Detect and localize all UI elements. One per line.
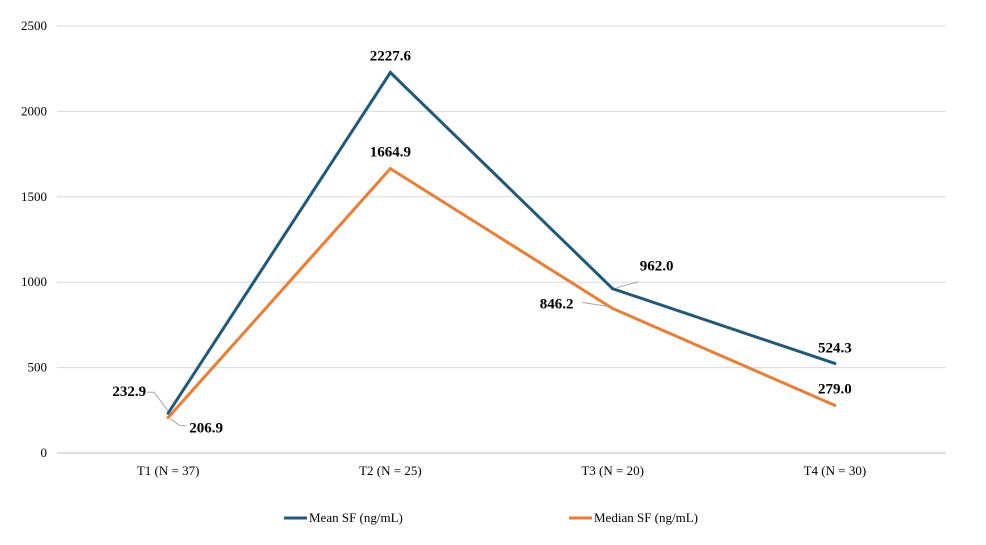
mean-data-label: 524.3 [818,340,852,356]
mean-data-label: 2227.6 [370,49,412,65]
x-axis-ticks: T1 (N = 37) T2 (N = 25) T3 (N = 20) T4 (N =… [137,463,866,478]
y-tick-label: 2000 [21,103,47,118]
median-data-label: 279.0 [818,381,852,397]
x-tick-label: T2 (N = 25) [359,463,422,478]
y-axis-ticks: 0 500 1000 1500 2000 2500 [21,18,47,460]
legend: Mean SF (ng/mL) Median SF (ng/mL) [284,510,698,525]
mean-data-point [833,361,837,365]
median-data-point [611,306,615,310]
y-tick-label: 500 [28,360,48,375]
label-leader-line [582,301,609,307]
label-leader-line [169,418,187,427]
mean-data-label: 962.0 [640,259,674,275]
grid-lines [57,25,946,454]
mean-data-label: 232.9 [112,384,146,400]
median-data-label: 846.2 [540,296,574,312]
median-data-point [388,167,392,171]
mean-data-point [388,71,392,75]
y-tick-label: 0 [41,445,48,460]
mean-data-point [166,411,170,415]
x-tick-label: T3 (N = 20) [581,463,644,478]
mean-data-point [611,287,615,291]
median-legend-label: Median SF (ng/mL) [594,510,698,525]
median-data-point [166,416,170,420]
median-sf-line [167,166,836,419]
mean-legend-label: Mean SF (ng/mL) [309,510,403,525]
median-data-label: 206.9 [189,421,223,437]
label-leader-line [147,391,169,412]
median-data-label: 1664.9 [370,145,411,161]
x-tick-label: T4 (N = 30) [804,463,867,478]
y-tick-label: 1000 [21,274,47,289]
median-data-point [833,403,837,407]
y-tick-label: 2500 [21,18,47,33]
x-tick-label: T1 (N = 37) [137,463,200,478]
mean-sf-line [166,70,836,415]
label-leader-line [616,281,639,289]
data-labels: 232.9 2227.6 962.0 524.3 206.9 1664.9 846.2 279… [112,49,851,437]
series-lines [166,70,837,420]
y-tick-label: 1500 [21,189,47,204]
